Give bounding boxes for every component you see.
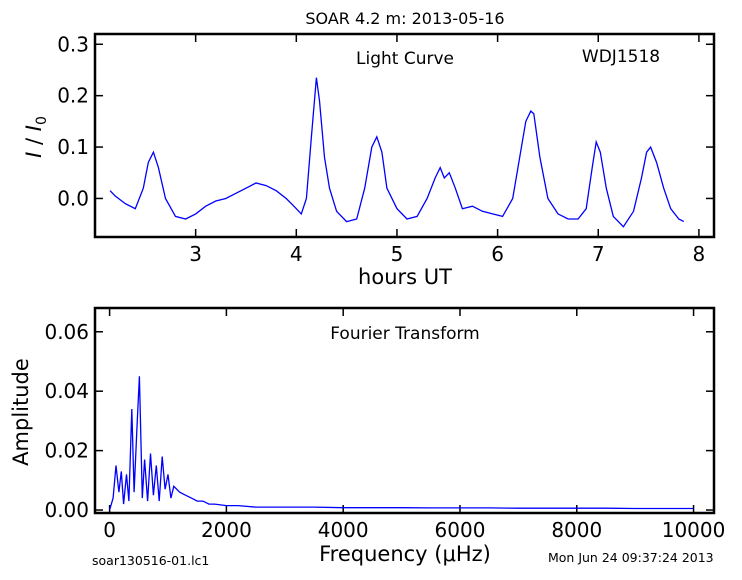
fourier-xtick-label: 10000 bbox=[662, 518, 726, 542]
light-curve-xtick-label: 7 bbox=[592, 242, 605, 266]
fourier-frame bbox=[93, 306, 716, 515]
fourier-xticks: 0 2000 4000 6000 8000 10000 bbox=[103, 308, 725, 542]
footer-filename: soar130516-01.lc1 bbox=[92, 553, 210, 568]
light-curve-ytick-label: 0.2 bbox=[57, 84, 89, 108]
fourier-title: Fourier Transform bbox=[330, 324, 479, 344]
fourier-xtick-label: 4000 bbox=[318, 518, 369, 542]
fourier-xtick-label: 8000 bbox=[551, 518, 602, 542]
figure-title: SOAR 4.2 m: 2013-05-16 bbox=[305, 9, 504, 28]
light-curve-xtick-label: 5 bbox=[391, 242, 404, 266]
ylabel-subscript: 0 bbox=[34, 116, 50, 125]
light-curve-yticks: 0.0 0.1 0.2 0.3 bbox=[57, 32, 714, 210]
fourier-xtick-label: 6000 bbox=[435, 518, 486, 542]
light-curve-xtick-label: 4 bbox=[290, 242, 303, 266]
fourier-panel: 0 2000 4000 6000 8000 10000 0.000.020.040.06 … bbox=[9, 306, 725, 566]
light-curve-xlabel: hours UT bbox=[358, 265, 452, 289]
light-curve-title: Light Curve bbox=[356, 49, 454, 69]
light-curve-frame bbox=[93, 32, 716, 239]
fourier-ytick-label: 0.02 bbox=[44, 439, 89, 463]
light-curve-ytick-label: 0.0 bbox=[57, 186, 89, 210]
light-curve-xticks: 3 4 5 6 7 8 bbox=[189, 34, 705, 266]
light-curve-object-label: WDJ1518 bbox=[582, 47, 660, 67]
light-curve-xtick-label: 3 bbox=[189, 242, 202, 266]
light-curve-ylabel: I / I0 bbox=[22, 116, 50, 158]
fourier-ytick-label: 0.00 bbox=[44, 498, 89, 522]
light-curve-xtick-label: 8 bbox=[693, 242, 706, 266]
fourier-xtick-label: 2000 bbox=[201, 518, 252, 542]
ylabel-denominator: I bbox=[22, 125, 46, 131]
fourier-yticks: 0.00 0.02 0.04 0.06 bbox=[44, 320, 714, 522]
light-curve-xtick-label: 6 bbox=[491, 242, 504, 266]
light-curve-ytick-label: 0.1 bbox=[57, 135, 89, 159]
fourier-line bbox=[108, 376, 694, 511]
footer-timestamp: Mon Jun 24 09:37:24 2013 bbox=[548, 550, 714, 565]
light-curve-line bbox=[109, 77, 685, 228]
fourier-ytick-label: 0.04 bbox=[44, 379, 89, 403]
fourier-xlabel: Frequency (μHz) bbox=[319, 542, 491, 566]
light-curve-ytick-label: 0.3 bbox=[57, 32, 89, 56]
ylabel-numerator: I bbox=[22, 152, 46, 158]
fourier-ylabel: Amplitude bbox=[9, 358, 33, 466]
fourier-xtick-label: 0 bbox=[103, 518, 116, 542]
fourier-ytick-label: 0.06 bbox=[44, 320, 89, 344]
ylabel-slash: / bbox=[22, 131, 46, 151]
